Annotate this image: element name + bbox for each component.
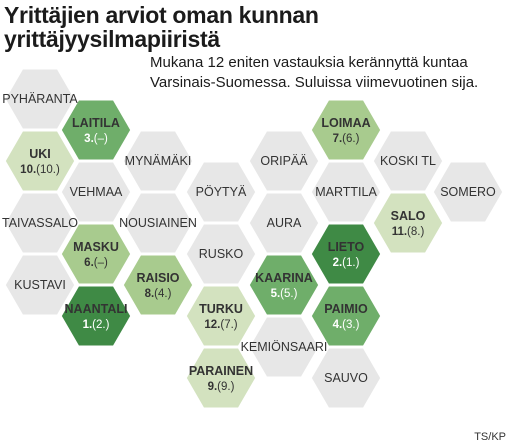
hex-label-taivassalo: TAIVASSALO	[2, 216, 78, 230]
hex-turku	[185, 284, 257, 348]
hex-label-vehmaa: VEHMAA	[70, 185, 123, 199]
hex-laitila	[60, 98, 132, 162]
hex-label-mynamaki: MYNÄMÄKI	[125, 154, 192, 168]
hex-label-loimaa: LOIMAA	[321, 116, 370, 130]
hex-rank-paimio: 4.(3.)	[333, 319, 360, 331]
hex-salo	[372, 191, 444, 255]
hex-rank-turku: 12.(7.)	[204, 319, 237, 331]
hex-label-marttila: MARTTILA	[315, 185, 377, 199]
hex-nousiainen	[122, 191, 194, 255]
hex-label-sauvo: SAUVO	[324, 371, 368, 385]
hex-label-pyharanta: PYHÄRANTA	[2, 92, 78, 106]
hex-taivassalo	[4, 191, 76, 255]
hex-rank-raisio: 8.(4.)	[145, 288, 172, 300]
hex-rusko	[185, 222, 257, 286]
hex-label-turku: TURKU	[199, 302, 243, 316]
hex-label-lieto: LIETO	[328, 240, 365, 254]
hex-label-salo: SALO	[391, 209, 426, 223]
hex-kustavi	[4, 253, 76, 317]
hex-label-oripaa: ORIPÄÄ	[260, 154, 308, 168]
hex-kaarina	[248, 253, 320, 317]
hex-naantali	[60, 284, 132, 348]
hex-label-paimio: PAIMIO	[324, 302, 368, 316]
hex-rank-laitila: 3.(–)	[84, 133, 108, 145]
subtitle: Mukana 12 eniten vastauksia kerännyttä k…	[150, 54, 479, 91]
hex-uki	[4, 129, 76, 193]
hex-label-laitila: LAITILA	[72, 116, 120, 130]
hex-label-kustavi: KUSTAVI	[14, 278, 66, 292]
hex-oripaa	[248, 129, 320, 193]
hex-rank-parainen: 9.(9.)	[208, 381, 235, 393]
hex-label-koski-tl: KOSKI TL	[380, 154, 436, 168]
credit: TS/KP	[474, 431, 506, 443]
hex-kemionsaari	[248, 315, 320, 379]
hex-label-parainen: PARAINEN	[189, 364, 253, 378]
hex-rank-lieto: 2.(1.)	[333, 257, 360, 269]
hex-aura	[248, 191, 320, 255]
hex-label-rusko: RUSKO	[199, 247, 244, 261]
hex-paimio	[310, 284, 382, 348]
hex-parainen	[185, 346, 257, 410]
hex-label-poytya: PÖYTYÄ	[196, 185, 247, 199]
hex-rank-uki: 10.(10.)	[20, 164, 60, 176]
hex-marttila	[310, 160, 382, 224]
hex-rank-kaarina: 5.(5.)	[271, 288, 298, 300]
hex-rank-naantali: 1.(2.)	[83, 319, 110, 331]
hex-somero	[432, 160, 504, 224]
hex-label-aura: AURA	[267, 216, 302, 230]
hex-vehmaa	[60, 160, 132, 224]
hex-label-masku: MASKU	[73, 240, 119, 254]
hex-label-kaarina: KAARINA	[255, 271, 313, 285]
hex-rank-masku: 6.(–)	[84, 257, 108, 269]
hex-sauvo	[310, 346, 382, 410]
hex-rank-loimaa: 7.(6.)	[333, 133, 360, 145]
page-title: Yrittäjien arviot oman kunnan yrittäjyys…	[4, 3, 319, 51]
hex-masku	[60, 222, 132, 286]
hex-koski-tl	[372, 129, 444, 193]
hex-label-nousiainen: NOUSIAINEN	[119, 216, 197, 230]
title-line-1: Yrittäjien arviot oman kunnan	[4, 2, 319, 28]
hex-poytya	[185, 160, 257, 224]
hex-label-uki: UKI	[29, 147, 51, 161]
hex-mynamaki	[122, 129, 194, 193]
hex-label-raisio: RAISIO	[136, 271, 179, 285]
hex-label-somero: SOMERO	[440, 185, 496, 199]
hex-label-kemionsaari: KEMIÖNSAARI	[241, 340, 328, 354]
hex-pyharanta	[4, 67, 76, 131]
hex-lieto	[310, 222, 382, 286]
hex-label-naantali: NAANTALI	[65, 302, 128, 316]
hex-loimaa	[310, 98, 382, 162]
hex-raisio	[122, 253, 194, 317]
hex-rank-salo: 11.(8.)	[392, 226, 425, 238]
title-line-2: yrittäjyysilmapiiristä	[4, 26, 220, 52]
